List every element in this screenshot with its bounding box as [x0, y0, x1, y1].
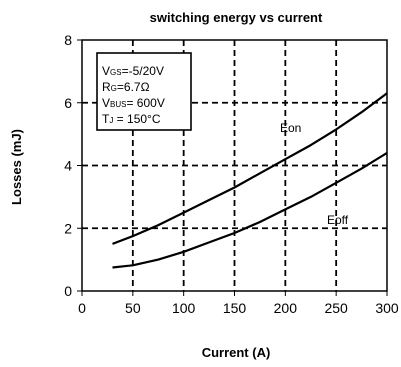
x-axis-title: Current (A): [202, 345, 271, 360]
condition-line: TJ = 150°C: [102, 112, 161, 126]
y-tick-label: 0: [64, 283, 72, 299]
x-tick-label: 0: [78, 300, 86, 316]
x-tick-label: 200: [274, 300, 298, 316]
axis-ticks: 0 50 100 150 200 250 300 0 2 4 6 8: [64, 32, 399, 316]
conditions-box-frame: [96, 52, 192, 131]
series-lines: [112, 92, 388, 269]
series-labels: Eon Eoff: [280, 121, 349, 227]
condition-line: VBUS= 600V: [102, 96, 165, 110]
x-tick-label: 150: [223, 300, 247, 316]
x-tick-label: 300: [375, 300, 399, 316]
y-tick-label: 8: [64, 32, 72, 48]
series-line-eoff: [112, 151, 388, 269]
condition-line: RG=6.7Ω: [102, 80, 150, 94]
y-tick-label: 6: [64, 95, 72, 111]
x-tick-label: 250: [324, 300, 348, 316]
y-axis-title: Losses (mJ): [9, 129, 24, 205]
condition-line: VGS=-5/20V: [102, 64, 164, 78]
series-label-eon: Eon: [280, 121, 301, 135]
series-label-eoff: Eoff: [327, 213, 349, 227]
conditions-box: VGS=-5/20V RG=6.7Ω VBUS= 600V TJ = 150°C: [96, 52, 192, 131]
y-tick-label: 2: [64, 220, 72, 236]
x-tick-label: 100: [172, 300, 196, 316]
chart-title: switching energy vs current: [150, 10, 323, 25]
y-tick-label: 4: [64, 158, 72, 174]
x-tick-label: 50: [125, 300, 141, 316]
series-line-eon: [112, 92, 388, 245]
